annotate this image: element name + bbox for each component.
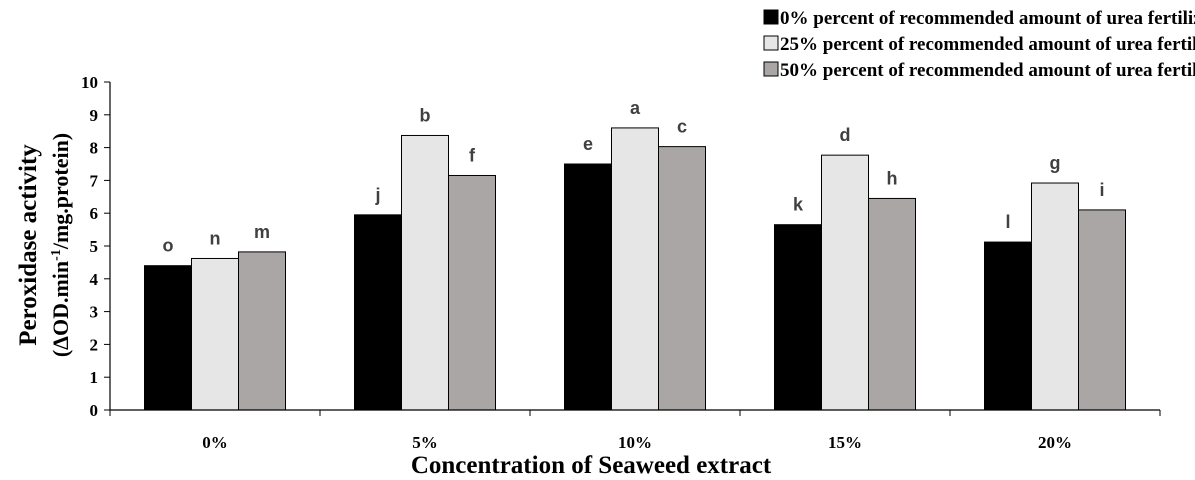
bar [774,224,822,411]
bar-significance-label: i [1099,180,1104,200]
bar [564,163,612,411]
legend-entry: 25% percent of recommended amount of ure… [780,34,1195,55]
bar [401,134,449,411]
bar [984,241,1032,411]
legend-swatch [763,61,779,77]
y-tick-label: 4 [90,270,99,289]
bar [611,127,659,411]
y-axis-title-line1: Peroxidase activity [15,144,42,346]
x-tick-label: 5% [412,433,438,452]
y-axis-title-line2: (ΔOD.min-1/mg.protein) [48,133,73,357]
bar [658,146,706,411]
y-tick-label: 3 [90,303,99,322]
bar-significance-label: e [583,134,593,154]
y-tick-label: 10 [81,73,98,92]
legend: 0% percent of recommended amount of urea… [763,8,1195,81]
x-tick-label: 20% [1038,433,1072,452]
bar-significance-label: j [374,185,380,205]
y-tick-label: 5 [90,237,99,256]
bar-labels: o n m j b f e a c k d h l g i [163,98,1105,256]
bar-significance-label: m [254,222,270,242]
bar [448,174,496,411]
bar-significance-label: d [840,125,851,145]
bar-significance-label: f [469,145,476,165]
bar [868,197,916,411]
y-tick-label: 8 [90,139,99,158]
x-axis-title: Concentration of Seaweed extract [411,452,772,479]
y-tick-label: 6 [90,204,99,223]
legend-swatch [763,35,779,51]
y-tick-label: 0 [90,401,99,420]
x-tick-label: 0% [202,433,228,452]
legend-entry: 50% percent of recommended amount of ure… [780,60,1195,81]
x-axis-ticks: 0% 5% 10% 15% 20% [109,410,1161,452]
bar [821,154,869,411]
y-tick-label: 2 [90,335,99,354]
y-tick-label: 9 [90,106,99,125]
legend-entry: 0% percent of recommended amount of urea… [780,8,1195,29]
y-tick-label: 1 [90,368,99,387]
bar-significance-label: o [163,236,174,256]
bar-significance-label: b [420,105,431,125]
x-tick-label: 10% [618,433,652,452]
bar-significance-label: c [677,117,687,137]
y-axis-ticks: 0 1 2 3 4 5 6 7 8 9 10 [81,73,110,420]
bar-significance-label: k [793,195,804,215]
bar [238,251,286,411]
bar [144,265,192,411]
bar [354,214,402,411]
bar [1031,182,1079,411]
bar [191,257,239,411]
y-tick-label: 7 [90,171,99,190]
y-axis-title-part3: /mg.protein) [48,133,73,250]
bar-significance-label: n [210,228,221,248]
y-axis-title-superscript: -1 [49,249,64,261]
bar-significance-label: h [887,168,898,188]
x-tick-label: 15% [828,433,862,452]
bar-significance-label: g [1050,153,1061,173]
y-axis-title-part1: (ΔOD.min [48,261,73,357]
bar-significance-label: a [630,98,641,118]
legend-swatch [763,9,779,25]
bar [1078,209,1126,411]
bars [144,127,1126,411]
bar-significance-label: l [1005,212,1010,232]
